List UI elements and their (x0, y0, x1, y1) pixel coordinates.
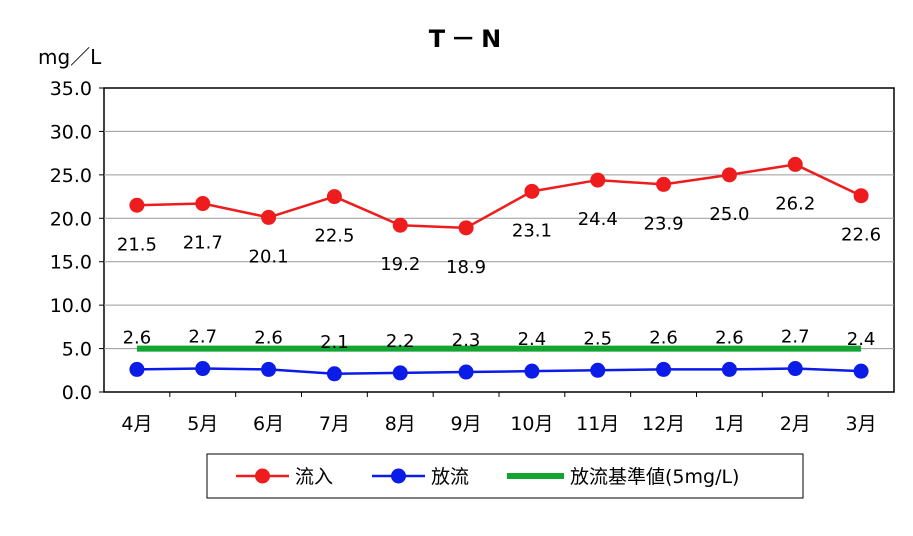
data-point-0 (787, 156, 803, 172)
data-point-1 (195, 361, 211, 377)
x-tick-label: 4月 (121, 413, 152, 435)
data-point-0 (458, 220, 474, 236)
y-tick-label: 25.0 (50, 165, 92, 187)
y-tick-label: 0.0 (62, 382, 92, 404)
data-label: 2.5 (583, 328, 612, 349)
series-line-1 (136, 367, 862, 376)
y-tick-label: 20.0 (50, 208, 92, 230)
legend-label-1: 放流 (431, 466, 469, 488)
data-label: 2.6 (715, 327, 744, 348)
x-tick-label: 11月 (576, 413, 619, 435)
data-label: 2.6 (123, 327, 152, 348)
data-label: 22.6 (841, 225, 881, 246)
series-line-0 (136, 163, 862, 230)
y-tick-label: 35.0 (50, 78, 92, 100)
data-label: 23.1 (512, 220, 552, 241)
data-label: 21.5 (117, 234, 157, 255)
data-point-1 (392, 365, 408, 381)
data-point-0 (261, 209, 277, 225)
data-point-1 (721, 361, 737, 377)
data-point-1 (590, 362, 606, 378)
data-point-0 (129, 197, 145, 213)
data-label: 25.0 (709, 204, 749, 225)
data-point-1 (129, 361, 145, 377)
chart-title: T－N (429, 25, 507, 53)
data-label: 22.5 (314, 226, 354, 247)
data-point-0 (524, 183, 540, 199)
data-label: 18.9 (446, 257, 486, 278)
data-point-0 (195, 196, 211, 212)
x-tick-label: 2月 (780, 413, 811, 435)
data-label: 2.1 (320, 332, 349, 353)
data-point-1 (524, 363, 540, 379)
legend-marker-1 (391, 468, 406, 484)
legend-label-2: 放流基準値(5mg/L) (570, 466, 739, 488)
data-point-0 (326, 189, 342, 205)
legend-box (206, 453, 804, 499)
data-label: 20.1 (249, 246, 289, 267)
data-point-0 (590, 172, 606, 188)
data-label: 2.3 (452, 330, 481, 351)
data-label: 2.6 (254, 327, 283, 348)
data-label: 26.2 (775, 193, 815, 214)
data-point-1 (656, 361, 672, 377)
data-labels: 2.6 2.7 2.6 2.1 2.2 2.3 2.4 2.5 2.6 2.6 2.7 2.4 21.5… (117, 193, 881, 352)
data-point-1 (261, 361, 277, 377)
data-point-0 (853, 188, 869, 204)
x-tick-label: 5月 (187, 413, 218, 435)
y-tick-label: 10.0 (50, 295, 92, 317)
x-tick-label: 10月 (510, 413, 553, 435)
x-tick-label: 7月 (319, 413, 350, 435)
x-tick-label: 1月 (714, 413, 745, 435)
data-point-0 (656, 176, 672, 192)
legend: 流入 放流 放流基準値(5mg/L) (206, 453, 804, 499)
x-tick-label: 3月 (846, 413, 877, 435)
plot-area (103, 87, 895, 393)
x-tick-label: 12月 (642, 413, 685, 435)
data-label: 21.7 (183, 233, 223, 254)
y-tick-label: 30.0 (50, 121, 92, 143)
data-point-0 (721, 167, 737, 183)
data-label: 2.7 (188, 327, 217, 348)
x-tick-label: 6月 (253, 413, 284, 435)
data-label: 2.4 (847, 329, 876, 350)
data-label: 23.9 (644, 213, 684, 234)
data-label: 24.4 (578, 209, 618, 230)
x-axis-ticks: 4月 5月 6月 7月 8月 9月 10月 11月 12月 1月 2月 3月 (121, 392, 877, 435)
data-point-1 (787, 361, 803, 377)
y-tick-label: 15.0 (50, 252, 92, 274)
data-point-1 (853, 363, 869, 379)
y-axis-unit-label: mg／L (38, 45, 102, 69)
data-label: 2.6 (649, 327, 678, 348)
data-point-1 (458, 364, 474, 380)
legend-marker-0 (255, 468, 270, 484)
data-point-0 (392, 217, 408, 233)
data-point-1 (326, 366, 342, 382)
data-label: 2.4 (518, 329, 547, 350)
legend-label-0: 流入 (295, 466, 333, 488)
x-tick-label: 8月 (385, 413, 416, 435)
series-layer (129, 156, 869, 382)
data-label: 2.7 (781, 327, 810, 348)
y-tick-label: 5.0 (62, 339, 92, 361)
x-tick-label: 9月 (451, 413, 482, 435)
y-axis-ticks: 0.0 5.0 10.0 15.0 20.0 25.0 30.0 35.0 (50, 78, 104, 404)
data-label: 2.2 (386, 331, 415, 352)
data-label: 19.2 (380, 254, 420, 275)
